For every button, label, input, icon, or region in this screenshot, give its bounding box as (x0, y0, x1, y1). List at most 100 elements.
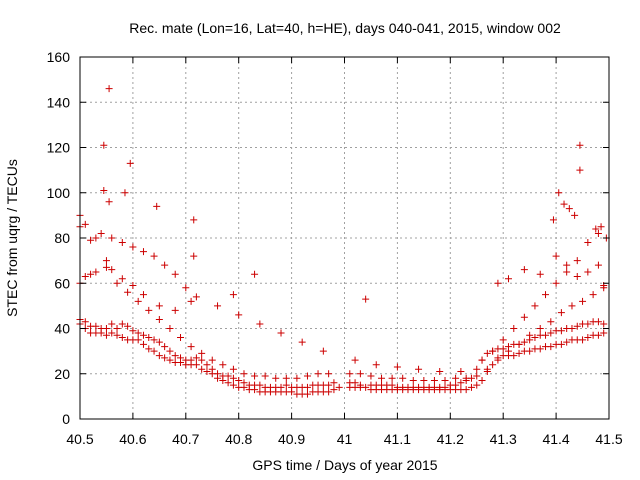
data-point (208, 365, 216, 373)
x-tick-labels: 40.5 40.6 40.7 40.8 40.9 41 41.1 41.2 41.3 41.4 41… (66, 431, 622, 447)
data-point (325, 381, 333, 389)
data-point (489, 347, 497, 355)
data-point (139, 248, 147, 256)
data-point (171, 352, 179, 360)
x-tick-label: 40.7 (172, 431, 199, 447)
data-point (113, 279, 121, 287)
data-point (272, 374, 280, 382)
data-point (92, 322, 100, 330)
data-point (208, 356, 216, 364)
data-point (113, 331, 121, 339)
data-point (145, 345, 153, 353)
data-point (520, 313, 528, 321)
data-point (573, 322, 581, 330)
data-point (526, 331, 534, 339)
data-point (87, 236, 95, 244)
data-point (393, 363, 401, 371)
data-point (473, 381, 481, 389)
data-point (118, 320, 126, 328)
data-points (76, 85, 610, 398)
data-point (504, 347, 512, 355)
data-point (240, 370, 248, 378)
data-point (81, 318, 89, 326)
data-point (129, 243, 137, 251)
data-point (594, 331, 602, 339)
data-point (489, 361, 497, 369)
data-point (145, 306, 153, 314)
data-point (430, 377, 438, 385)
data-point (510, 325, 518, 332)
data-point (118, 334, 126, 342)
data-point (573, 272, 581, 280)
data-point (214, 370, 222, 378)
data-point (161, 343, 169, 351)
axis-ticks (79, 56, 610, 420)
data-point (102, 263, 110, 271)
data-point (235, 377, 243, 385)
data-point (129, 282, 137, 290)
data-point (139, 291, 147, 299)
data-point (531, 334, 539, 342)
data-point (473, 372, 481, 380)
data-point (565, 205, 573, 213)
data-point (557, 327, 565, 335)
data-point (256, 381, 264, 389)
data-point (87, 270, 95, 278)
data-point (171, 306, 179, 314)
chart-title: Rec. mate (Lon=16, Lat=40, h=HE), days 0… (129, 20, 561, 36)
data-point (182, 284, 190, 292)
data-point (97, 229, 105, 237)
data-point (600, 320, 608, 328)
data-point (240, 379, 248, 387)
data-point (187, 297, 195, 305)
data-point (150, 347, 158, 355)
data-point (557, 340, 565, 348)
data-point (303, 390, 311, 398)
data-point (129, 327, 137, 335)
data-point (452, 381, 460, 389)
data-point (92, 234, 100, 242)
data-point (520, 338, 528, 346)
data-point (526, 347, 534, 355)
data-point (198, 365, 206, 373)
data-point (113, 325, 121, 332)
data-point (552, 279, 560, 287)
data-point (579, 336, 587, 344)
y-tick-label: 160 (47, 49, 71, 65)
data-point (277, 329, 285, 337)
data-point (118, 275, 126, 283)
data-point (584, 334, 592, 342)
data-point (150, 336, 158, 344)
data-point (229, 365, 237, 373)
data-point (105, 85, 113, 93)
data-point (92, 268, 100, 276)
x-tick-label: 40.9 (278, 431, 305, 447)
data-point (504, 275, 512, 283)
data-point (499, 345, 507, 353)
data-point (190, 216, 198, 224)
data-point (229, 381, 237, 389)
data-point (378, 374, 386, 382)
data-point (563, 268, 571, 276)
data-point (121, 189, 129, 197)
data-point (105, 198, 113, 206)
data-point (108, 320, 116, 328)
data-point (155, 315, 163, 323)
data-point (557, 309, 565, 317)
y-tick-label: 20 (54, 366, 70, 382)
data-point (192, 354, 200, 362)
data-point (473, 365, 481, 373)
data-point (515, 340, 523, 348)
data-point (494, 279, 502, 287)
data-point (531, 302, 539, 310)
data-point (436, 367, 444, 375)
data-point (145, 334, 153, 342)
data-point (547, 318, 555, 326)
data-point (478, 377, 486, 385)
data-point (356, 370, 364, 378)
data-point (563, 338, 571, 346)
data-point (594, 229, 602, 237)
data-point (457, 379, 465, 387)
data-point (388, 374, 396, 382)
